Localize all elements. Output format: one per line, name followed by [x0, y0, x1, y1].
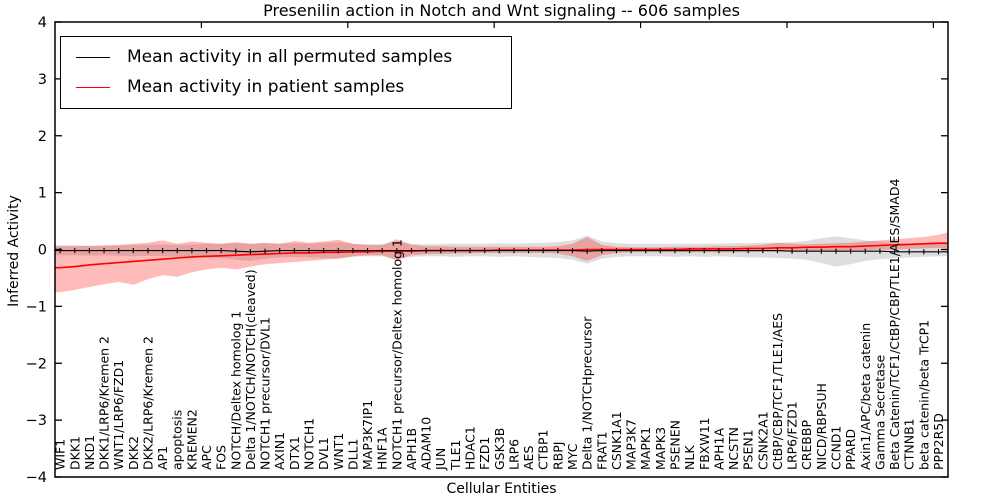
x-axis-label: Cellular Entities [446, 481, 557, 497]
x-tick-label: DLL1 [345, 438, 360, 470]
y-tick-label: 1 [38, 186, 47, 202]
x-tick-label: LRP6 [506, 439, 521, 470]
x-tick-label: NOTCH1 precursor/DVL1 [258, 317, 273, 470]
x-tick-label: AES [521, 446, 536, 470]
x-tick-label: MAPK1 [638, 427, 653, 470]
y-tick-label: 4 [38, 15, 47, 31]
x-tick-label: FRAT1 [594, 431, 609, 470]
x-tick-label: WNT1/LRP6/FZD1 [111, 360, 126, 470]
x-tick-label: NICD/RBPSUH [814, 383, 829, 470]
x-tick-label: FOS [214, 445, 229, 470]
x-tick-label: WIF1 [53, 439, 68, 470]
permuted-line-swatch-icon [76, 56, 110, 58]
y-tick-label: −2 [26, 356, 47, 372]
x-tick-label: beta catenin/beta TrCP1 [916, 320, 931, 470]
x-tick-label: NOTCH/Deltex homolog 1 [228, 311, 243, 470]
x-tick-label: CSNK2A1 [755, 411, 770, 470]
x-tick-label: CCND1 [829, 426, 844, 470]
legend-item-permuted: Mean activity in all permuted samples [61, 42, 511, 72]
x-tick-label: CTNNB1 [902, 418, 917, 470]
x-tick-label: Delta 1/NOTCHprecursor [580, 316, 595, 470]
x-tick-label: APH1A [711, 428, 726, 470]
x-tick-label: PPP2R5D [931, 413, 946, 470]
x-tick-label: PSENEN [668, 420, 683, 470]
x-tick-label: CTBP1 [536, 430, 551, 470]
x-tick-label: FZD1 [477, 437, 492, 470]
x-tick-label: ADAM10 [419, 417, 434, 470]
x-tick-label: DKK1 [67, 436, 82, 470]
x-tick-label: APC [199, 445, 214, 470]
x-tick-label: HNF1A [375, 427, 390, 470]
x-tick-label: NLK [682, 445, 697, 470]
y-tick-label: 3 [38, 72, 47, 88]
x-tick-label: KREMEN2 [184, 409, 199, 470]
y-axis-label: Inferred Activity [6, 195, 22, 307]
y-tick-label: 0 [38, 243, 47, 259]
x-tick-label: AXIN1 [272, 432, 287, 470]
x-tick-label: DKK2/LRP6/Kremen 2 [141, 336, 156, 470]
x-tick-label: CSNK1A1 [609, 411, 624, 470]
chart-title: Presenilin action in Notch and Wnt signa… [263, 1, 740, 20]
x-tick-label: NOTCH1 [302, 418, 317, 470]
x-tick-label: Axin1/APC/beta catenin [858, 323, 873, 470]
x-tick-label: apoptosis [170, 410, 185, 470]
x-tick-label: DKK1/LRP6/Kremen 2 [97, 336, 112, 470]
legend-label-permuted: Mean activity in all permuted samples [127, 47, 453, 67]
x-tick-label: PPARD [843, 429, 858, 470]
x-tick-label: FBXW11 [697, 417, 712, 470]
legend-label-patient: Mean activity in patient samples [127, 77, 405, 97]
x-tick-label: RBPJ [550, 442, 565, 471]
x-tick-label: MAP3K7IP1 [360, 400, 375, 470]
y-tick-label: −3 [26, 413, 47, 429]
x-tick-label: MYC [565, 443, 580, 470]
x-tick-label: TLE1 [448, 440, 463, 471]
x-tick-label: CREBBP [799, 420, 814, 470]
x-tick-label: DTX1 [287, 436, 302, 470]
x-tick-label: Gamma Secretase [872, 355, 887, 470]
x-tick-label: Delta 1/NOTCH/NOTCH(cleaved) [243, 269, 258, 470]
x-tick-label: AP1 [155, 446, 170, 470]
legend-item-patient: Mean activity in patient samples [61, 72, 511, 102]
x-tick-label: CtBP/CBP/TCF1/TLE1/AES [770, 313, 785, 470]
x-tick-label: Beta Catenin/TCF1/CtBP/CBP/TLE1/AES/SMAD… [887, 179, 902, 470]
x-tick-label: JUN [433, 448, 448, 471]
x-tick-label: LRP6/FZD1 [785, 401, 800, 470]
y-tick-label: −1 [26, 299, 47, 315]
x-tick-label: APH1B [404, 428, 419, 470]
legend: Mean activity in all permuted samples Me… [60, 36, 512, 109]
x-tick-label: DVL1 [316, 437, 331, 470]
x-tick-label: HDAC1 [463, 426, 478, 470]
patient-confidence-band [55, 232, 948, 293]
x-tick-label: MAP3K7 [624, 419, 639, 470]
y-tick-label: 2 [38, 129, 47, 145]
y-tick-label: −4 [26, 470, 47, 486]
x-tick-label: NKD1 [82, 435, 97, 470]
x-tick-label: GSK3B [492, 428, 507, 470]
permuted-confidence-band [55, 235, 948, 267]
x-tick-label: DKK2 [126, 436, 141, 470]
x-tick-label: MAPK3 [653, 427, 668, 470]
x-tick-label: WNT1 [331, 433, 346, 470]
x-tick-label: NOTCH1 precursor/Deltex homolog 1 [389, 239, 404, 470]
x-tick-label: PSEN1 [741, 429, 756, 470]
patient-line-swatch-icon [76, 86, 110, 88]
x-tick-label: NCSTN [726, 427, 741, 470]
